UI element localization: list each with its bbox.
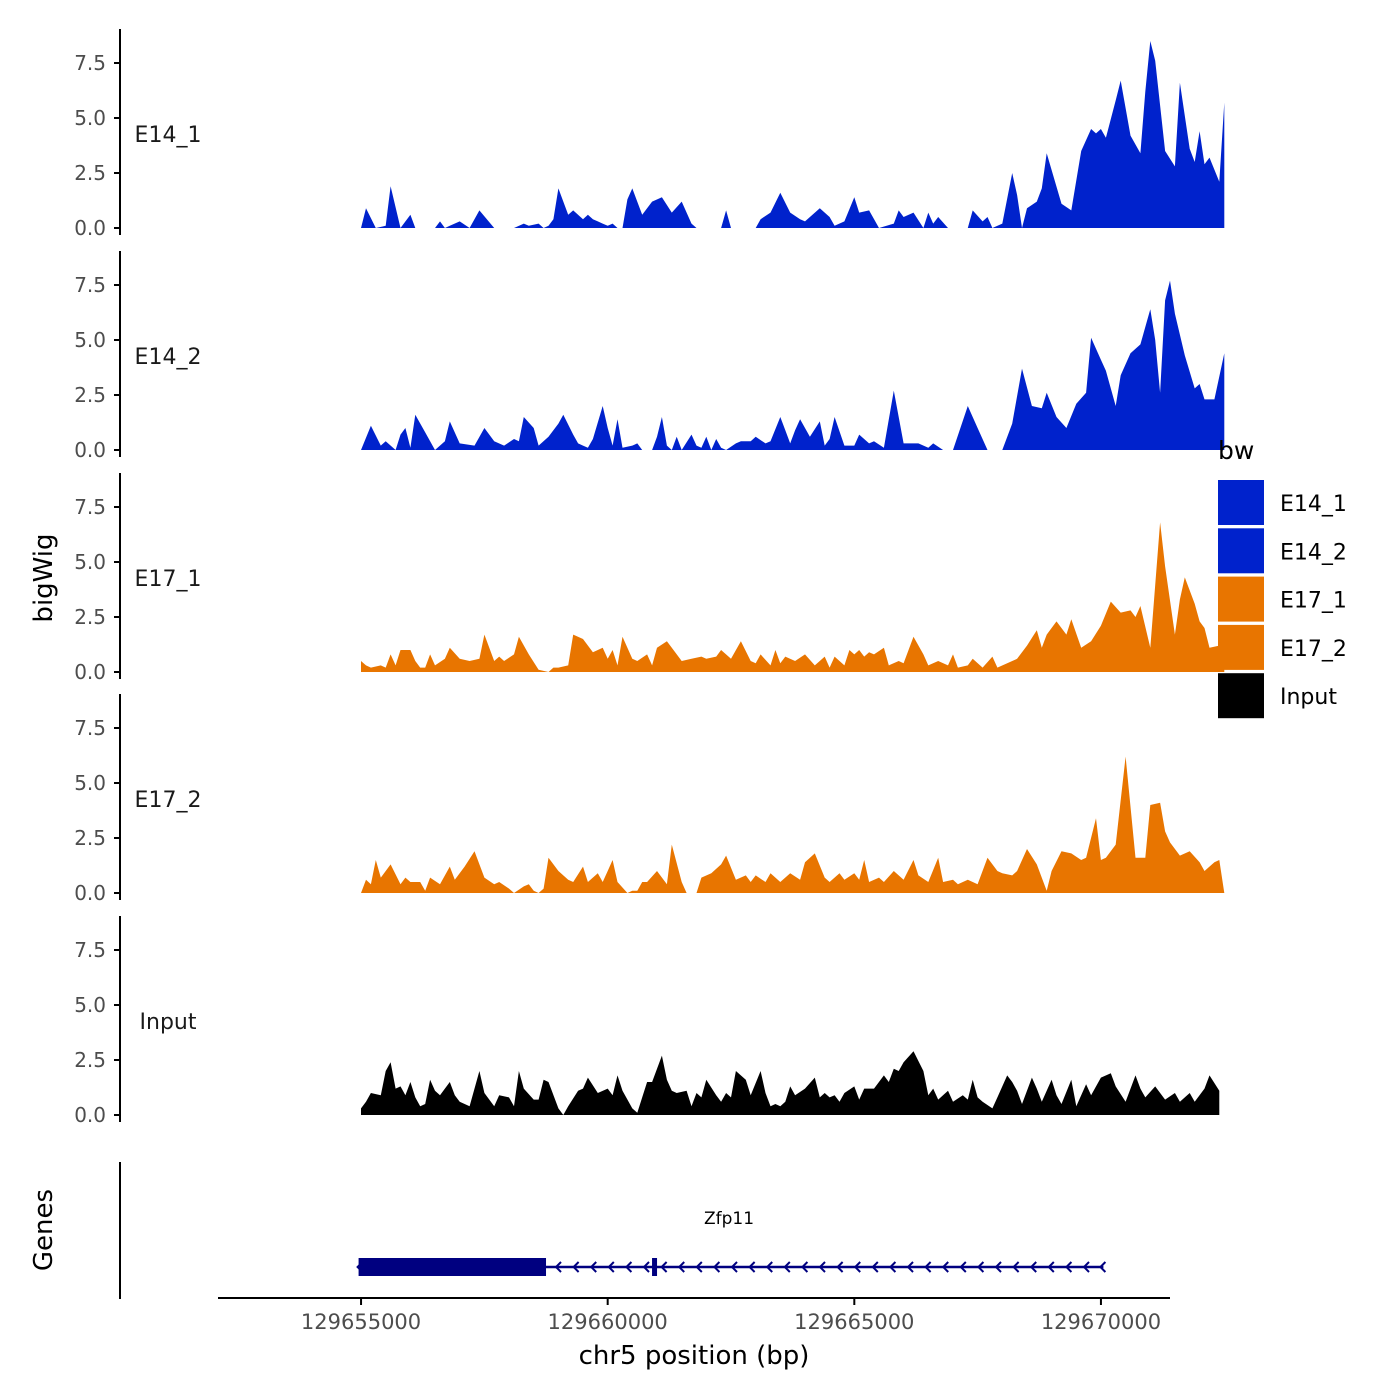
strand-arrow	[924, 1261, 932, 1273]
strand-arrow	[1012, 1261, 1020, 1273]
x-tick-label: 129655000	[301, 1310, 421, 1334]
x-tick-label: 129660000	[548, 1310, 668, 1334]
strand-arrow	[959, 1261, 967, 1273]
track-label: E14_1	[135, 123, 202, 148]
y-tick-label: 5.0	[74, 106, 106, 130]
strand-arrow	[695, 1261, 703, 1273]
strand-arrow	[836, 1261, 844, 1273]
strand-arrow	[906, 1261, 914, 1273]
legend-label: E17_2	[1280, 637, 1347, 662]
strand-arrow	[1082, 1261, 1090, 1273]
strand-arrow	[607, 1261, 615, 1273]
coverage-area-e17_2	[361, 756, 1225, 893]
track-panels: 0.0 2.5 5.0 7.5 E14_1 0.0 2.5 5.0 7.5 E14_2 0.0 2.5…	[74, 29, 1225, 1127]
y-tick-label: 0.0	[74, 1103, 106, 1127]
strand-arrow	[941, 1261, 949, 1273]
y-tick-label: 7.5	[74, 495, 106, 519]
track-label: E14_2	[135, 345, 202, 370]
legend-label: E14_1	[1280, 492, 1347, 517]
track-panel-e17_2: 0.0 2.5 5.0 7.5 E17_2	[74, 694, 1225, 905]
strand-arrow	[871, 1261, 879, 1273]
strand-arrow	[660, 1261, 668, 1273]
strand-arrow	[1047, 1261, 1055, 1273]
strand-arrow	[356, 1261, 364, 1273]
legend-swatch	[1218, 673, 1264, 719]
legend-swatch	[1218, 576, 1264, 622]
y-tick-label: 0.0	[74, 881, 106, 905]
track-label: E17_2	[135, 788, 202, 813]
strand-arrow	[730, 1261, 738, 1273]
legend-title: bw	[1218, 436, 1254, 465]
strand-arrow	[853, 1261, 861, 1273]
y-tick-label: 0.0	[74, 216, 106, 240]
y-tick-label: 2.5	[74, 383, 106, 407]
strand-arrow	[889, 1261, 897, 1273]
x-axis-title: chr5 position (bp)	[579, 1341, 810, 1371]
strand-arrow	[1065, 1261, 1073, 1273]
coverage-area-e17_1	[361, 522, 1225, 672]
track-panel-e17_1: 0.0 2.5 5.0 7.5 E17_1	[74, 473, 1225, 684]
legend-swatch	[1218, 480, 1264, 525]
gene-name-label: Zfp11	[704, 1209, 754, 1229]
strand-arrow	[783, 1261, 791, 1273]
strand-arrow	[748, 1261, 756, 1273]
coverage-area-input	[361, 1051, 1220, 1115]
y-tick-label: 7.5	[74, 51, 106, 75]
x-axis: 129655000 129660000 129665000 129670000	[218, 1297, 1170, 1334]
y-tick-label: 0.0	[74, 438, 106, 462]
gene-track-label: Genes	[29, 1189, 59, 1271]
track-panel-e14_1: 0.0 2.5 5.0 7.5 E14_1	[74, 29, 1225, 240]
track-panel-input: 0.0 2.5 5.0 7.5 Input	[74, 916, 1220, 1127]
y-tick-label: 7.5	[74, 938, 106, 962]
y-tick-label: 0.0	[74, 660, 106, 684]
strand-arrow	[1098, 1261, 1107, 1273]
strand-arrow	[765, 1261, 773, 1273]
legend-label: E17_1	[1280, 589, 1347, 614]
y-tick-label: 2.5	[74, 1048, 106, 1072]
y-tick-label: 7.5	[74, 716, 106, 740]
x-tick-label: 129665000	[794, 1310, 914, 1334]
gene-exon-block	[358, 1258, 547, 1276]
legend: bw E14_1 E14_2 E17_1 E17_2 Input	[1218, 436, 1347, 719]
strand-arrow	[625, 1261, 633, 1273]
y-tick-label: 5.0	[74, 771, 106, 795]
strand-arrow	[589, 1261, 597, 1273]
y-tick-label: 2.5	[74, 161, 106, 185]
track-label: E17_1	[135, 567, 202, 592]
strand-arrow	[977, 1261, 985, 1273]
y-tick-label: 5.0	[74, 993, 106, 1017]
legend-label: E14_2	[1280, 540, 1347, 565]
strand-arrow	[572, 1261, 580, 1273]
y-tick-label: 2.5	[74, 826, 106, 850]
y-tick-label: 7.5	[74, 273, 106, 297]
y-tick-label: 5.0	[74, 550, 106, 574]
strand-arrow	[677, 1261, 685, 1273]
strand-arrow	[554, 1261, 562, 1273]
track-label: Input	[140, 1010, 197, 1035]
legend-label: Input	[1280, 685, 1337, 710]
strand-arrow	[818, 1261, 826, 1273]
strand-arrow	[801, 1261, 809, 1273]
coverage-area-e14_2	[361, 280, 1225, 450]
y-axis-title: bigWig	[29, 533, 59, 622]
legend-swatch	[1218, 528, 1264, 574]
gene-exon-mark	[652, 1258, 658, 1276]
legend-swatch	[1218, 624, 1264, 670]
strand-arrow	[1029, 1261, 1037, 1273]
y-tick-label: 5.0	[74, 328, 106, 352]
gene-model	[356, 1258, 1107, 1276]
strand-arrow	[642, 1261, 650, 1273]
x-tick-label: 129670000	[1041, 1310, 1161, 1334]
strand-arrow	[994, 1261, 1002, 1273]
coverage-area-e14_1	[361, 41, 1225, 228]
y-tick-label: 2.5	[74, 605, 106, 629]
strand-arrow	[713, 1261, 721, 1273]
gene-track: Genes Zfp11	[29, 1162, 1107, 1299]
track-panel-e14_2: 0.0 2.5 5.0 7.5 E14_2	[74, 251, 1225, 462]
